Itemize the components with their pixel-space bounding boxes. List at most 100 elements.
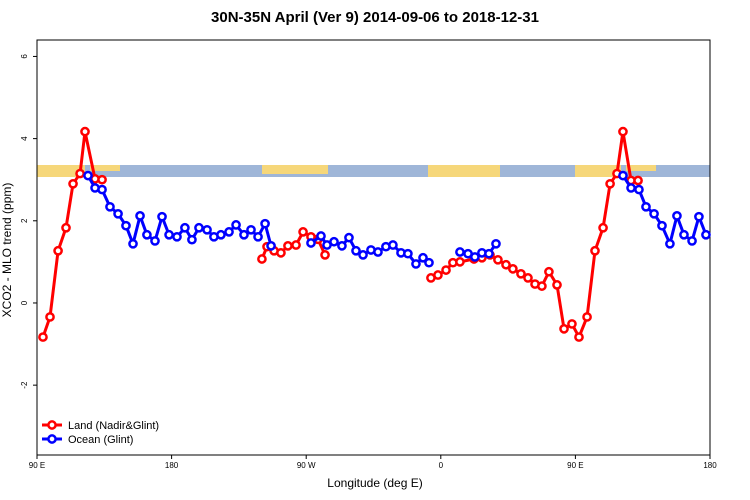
data-point (537, 281, 547, 291)
data-point (53, 245, 63, 256)
data-point (172, 231, 182, 242)
series-line (41, 131, 639, 341)
legend-label: Land (Nadir&Glint) (68, 420, 159, 432)
data-point (484, 248, 494, 259)
data-point (441, 265, 451, 275)
data-point (424, 257, 434, 268)
data-point (121, 220, 131, 231)
data-point (266, 241, 276, 251)
data-point (337, 241, 347, 251)
data-point (80, 126, 90, 137)
data-point (701, 229, 711, 240)
data-point (75, 168, 85, 179)
data-point (351, 245, 361, 256)
data-point (276, 247, 286, 258)
data-point (618, 170, 628, 181)
data-point (344, 232, 354, 243)
data-point (224, 227, 234, 237)
data-point (202, 224, 212, 235)
data-point (38, 332, 48, 342)
data-point (298, 227, 308, 237)
data-point (633, 175, 643, 186)
data-point (626, 183, 636, 193)
data-point (665, 238, 675, 249)
legend-label: Ocean (Glint) (68, 434, 133, 446)
data-point (257, 254, 267, 264)
data-point (552, 280, 562, 290)
data-point (687, 236, 697, 246)
x-tick-label: 90 E (567, 461, 583, 470)
data-point (582, 312, 592, 322)
data-point (493, 254, 503, 265)
data-point (373, 247, 383, 257)
data-point (516, 268, 526, 279)
data-point (194, 222, 204, 233)
data-point (559, 324, 569, 334)
data-point (388, 240, 398, 250)
data-point (455, 247, 465, 257)
y-tick-label: 6 (20, 54, 29, 59)
data-point (180, 222, 190, 233)
data-point (260, 218, 270, 229)
plot-frame (36, 39, 711, 456)
data-point (253, 231, 263, 242)
x-axis-label: Longitude (deg E) (327, 476, 422, 490)
data-point (598, 222, 608, 233)
legend-marker (47, 420, 57, 430)
data-point (164, 229, 174, 240)
legend-marker (47, 434, 57, 444)
x-tick-label: 90 W (297, 461, 316, 470)
data-point (634, 184, 644, 195)
data-point (403, 248, 413, 259)
data-point (316, 231, 326, 241)
data-point (501, 259, 511, 270)
data-point (306, 238, 316, 248)
data-point (491, 238, 501, 249)
data-point (523, 273, 533, 283)
data-point (657, 220, 667, 231)
data-point (567, 319, 577, 329)
data-point (694, 211, 704, 222)
chart-title: 30N-35N April (Ver 9) 2014-09-06 to 2018… (211, 9, 539, 26)
data-point (672, 211, 682, 221)
data-point (411, 259, 421, 269)
data-point (239, 229, 249, 240)
data-point (508, 264, 518, 274)
data-point (618, 126, 628, 137)
map-strip (37, 165, 710, 177)
data-point (418, 252, 428, 263)
x-tick-label: 180 (703, 461, 717, 470)
data-point (433, 270, 443, 280)
data-point (128, 238, 138, 249)
data-point (113, 208, 123, 219)
x-tick-label: 0 (439, 461, 444, 470)
data-point (291, 240, 301, 250)
data-point (68, 178, 78, 189)
data-point (135, 211, 145, 221)
data-point (358, 250, 368, 260)
data-point (142, 229, 152, 240)
data-point (187, 234, 197, 245)
data-point (574, 332, 584, 342)
data-point (455, 257, 465, 267)
data-point (590, 245, 600, 256)
data-point (83, 170, 93, 181)
data-point (216, 229, 226, 240)
data-point (97, 184, 107, 195)
data-point (157, 211, 167, 222)
y-tick-label: 2 (20, 218, 29, 223)
data-point (97, 174, 107, 185)
y-axis-label: XCO2 - MLO trend (ppm) (0, 183, 14, 318)
data-point (246, 224, 256, 235)
data-point (605, 178, 615, 189)
data-point (150, 236, 160, 246)
data-point (320, 250, 330, 260)
x-tick-label: 180 (165, 461, 179, 470)
data-point (329, 236, 339, 247)
data-point (641, 201, 651, 212)
y-tick-label: -2 (20, 381, 29, 389)
data-point (544, 266, 554, 277)
data-point (105, 201, 115, 212)
